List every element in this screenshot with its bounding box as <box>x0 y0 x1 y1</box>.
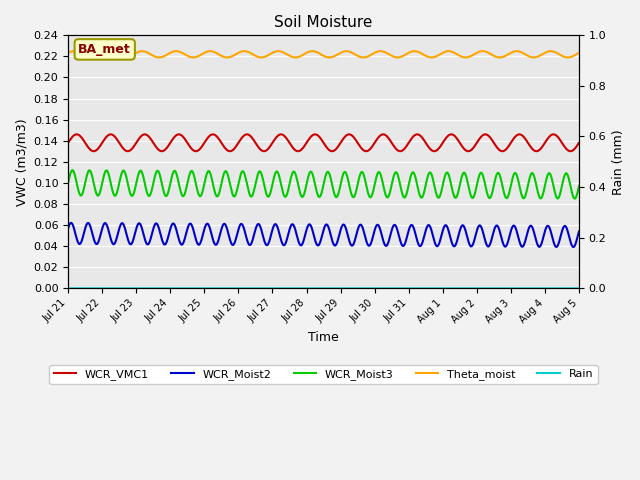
Rain <box>282 285 290 291</box>
Theta_moist <box>64 50 72 56</box>
WCR_Moist3 <box>510 171 518 177</box>
WCR_VMC1 <box>73 132 81 137</box>
Theta_moist <box>260 54 268 60</box>
WCR_VMC1 <box>510 135 518 141</box>
WCR_Moist2 <box>282 239 290 244</box>
Rain <box>123 285 131 291</box>
WCR_Moist2 <box>67 220 75 226</box>
WCR_VMC1 <box>282 135 290 141</box>
WCR_Moist3 <box>64 180 72 186</box>
WCR_Moist2 <box>570 244 577 250</box>
WCR_Moist2 <box>123 231 131 237</box>
Theta_moist <box>575 50 583 56</box>
WCR_VMC1 <box>64 140 72 145</box>
Line: Theta_moist: Theta_moist <box>68 51 579 58</box>
WCR_Moist3 <box>565 177 573 183</box>
Line: WCR_VMC1: WCR_VMC1 <box>68 134 579 151</box>
Theta_moist <box>153 54 161 60</box>
WCR_Moist3 <box>260 182 268 188</box>
WCR_Moist3 <box>123 175 131 181</box>
Rain <box>153 285 161 291</box>
WCR_Moist2 <box>575 228 583 234</box>
WCR_Moist2 <box>260 238 268 243</box>
Y-axis label: Rain (mm): Rain (mm) <box>612 129 625 194</box>
WCR_Moist2 <box>565 234 573 240</box>
WCR_Moist3 <box>282 193 290 199</box>
X-axis label: Time: Time <box>308 331 339 344</box>
Title: Soil Moisture: Soil Moisture <box>275 15 372 30</box>
WCR_Moist3 <box>575 183 583 189</box>
Theta_moist <box>511 48 518 54</box>
WCR_VMC1 <box>565 148 573 154</box>
WCR_VMC1 <box>123 148 131 154</box>
Theta_moist <box>104 48 112 54</box>
Rain <box>64 285 72 291</box>
Theta_moist <box>565 54 573 60</box>
Theta_moist <box>123 54 131 60</box>
WCR_Moist3 <box>153 168 161 174</box>
Rain <box>260 285 268 291</box>
WCR_Moist2 <box>64 226 72 231</box>
WCR_Moist2 <box>153 221 161 227</box>
Legend: WCR_VMC1, WCR_Moist2, WCR_Moist3, Theta_moist, Rain: WCR_VMC1, WCR_Moist2, WCR_Moist3, Theta_… <box>49 364 598 384</box>
WCR_Moist3 <box>68 168 76 173</box>
Rain <box>510 285 518 291</box>
Line: WCR_Moist3: WCR_Moist3 <box>68 170 579 199</box>
Rain <box>575 285 583 291</box>
WCR_VMC1 <box>153 145 161 151</box>
Theta_moist <box>283 51 291 57</box>
WCR_Moist2 <box>510 223 518 228</box>
Line: WCR_Moist2: WCR_Moist2 <box>68 223 579 247</box>
WCR_VMC1 <box>575 140 583 145</box>
WCR_VMC1 <box>566 148 574 154</box>
WCR_Moist3 <box>571 196 579 202</box>
WCR_VMC1 <box>260 148 268 154</box>
Y-axis label: VWC (m3/m3): VWC (m3/m3) <box>15 118 28 205</box>
Theta_moist <box>121 55 129 60</box>
Text: BA_met: BA_met <box>78 43 131 56</box>
Rain <box>565 285 573 291</box>
